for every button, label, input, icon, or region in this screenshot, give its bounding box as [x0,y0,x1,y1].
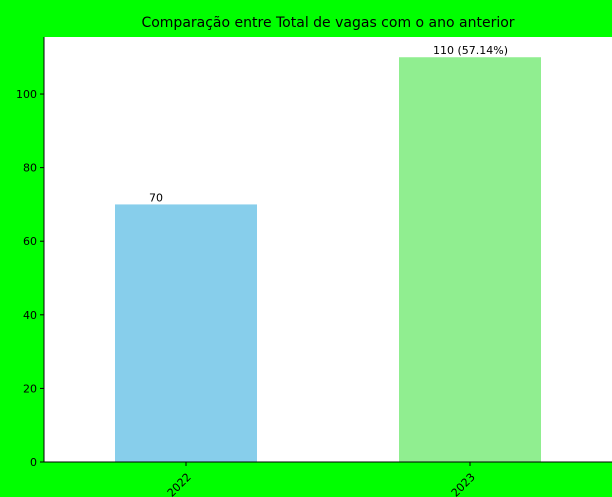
y-tick-label-40: 40 [23,309,37,322]
bars-layer [115,57,541,462]
data-label-2023: 110 (57.14%) [433,44,508,57]
chart-title: Comparação entre Total de vagas com o an… [141,15,514,31]
y-tick-label-60: 60 [23,235,37,248]
y-tick-label-100: 100 [16,88,37,101]
y-tick-label-20: 20 [23,382,37,395]
data-labels-layer: 70 110 (57.14%) [149,44,508,204]
data-label-2022: 70 [149,191,163,204]
bar-2022 [115,204,257,462]
y-tick-label-0: 0 [30,456,37,469]
bar-2023 [399,57,541,462]
y-axis: 0 20 40 60 80 100 [16,37,45,469]
y-tick-label-80: 80 [23,162,37,175]
